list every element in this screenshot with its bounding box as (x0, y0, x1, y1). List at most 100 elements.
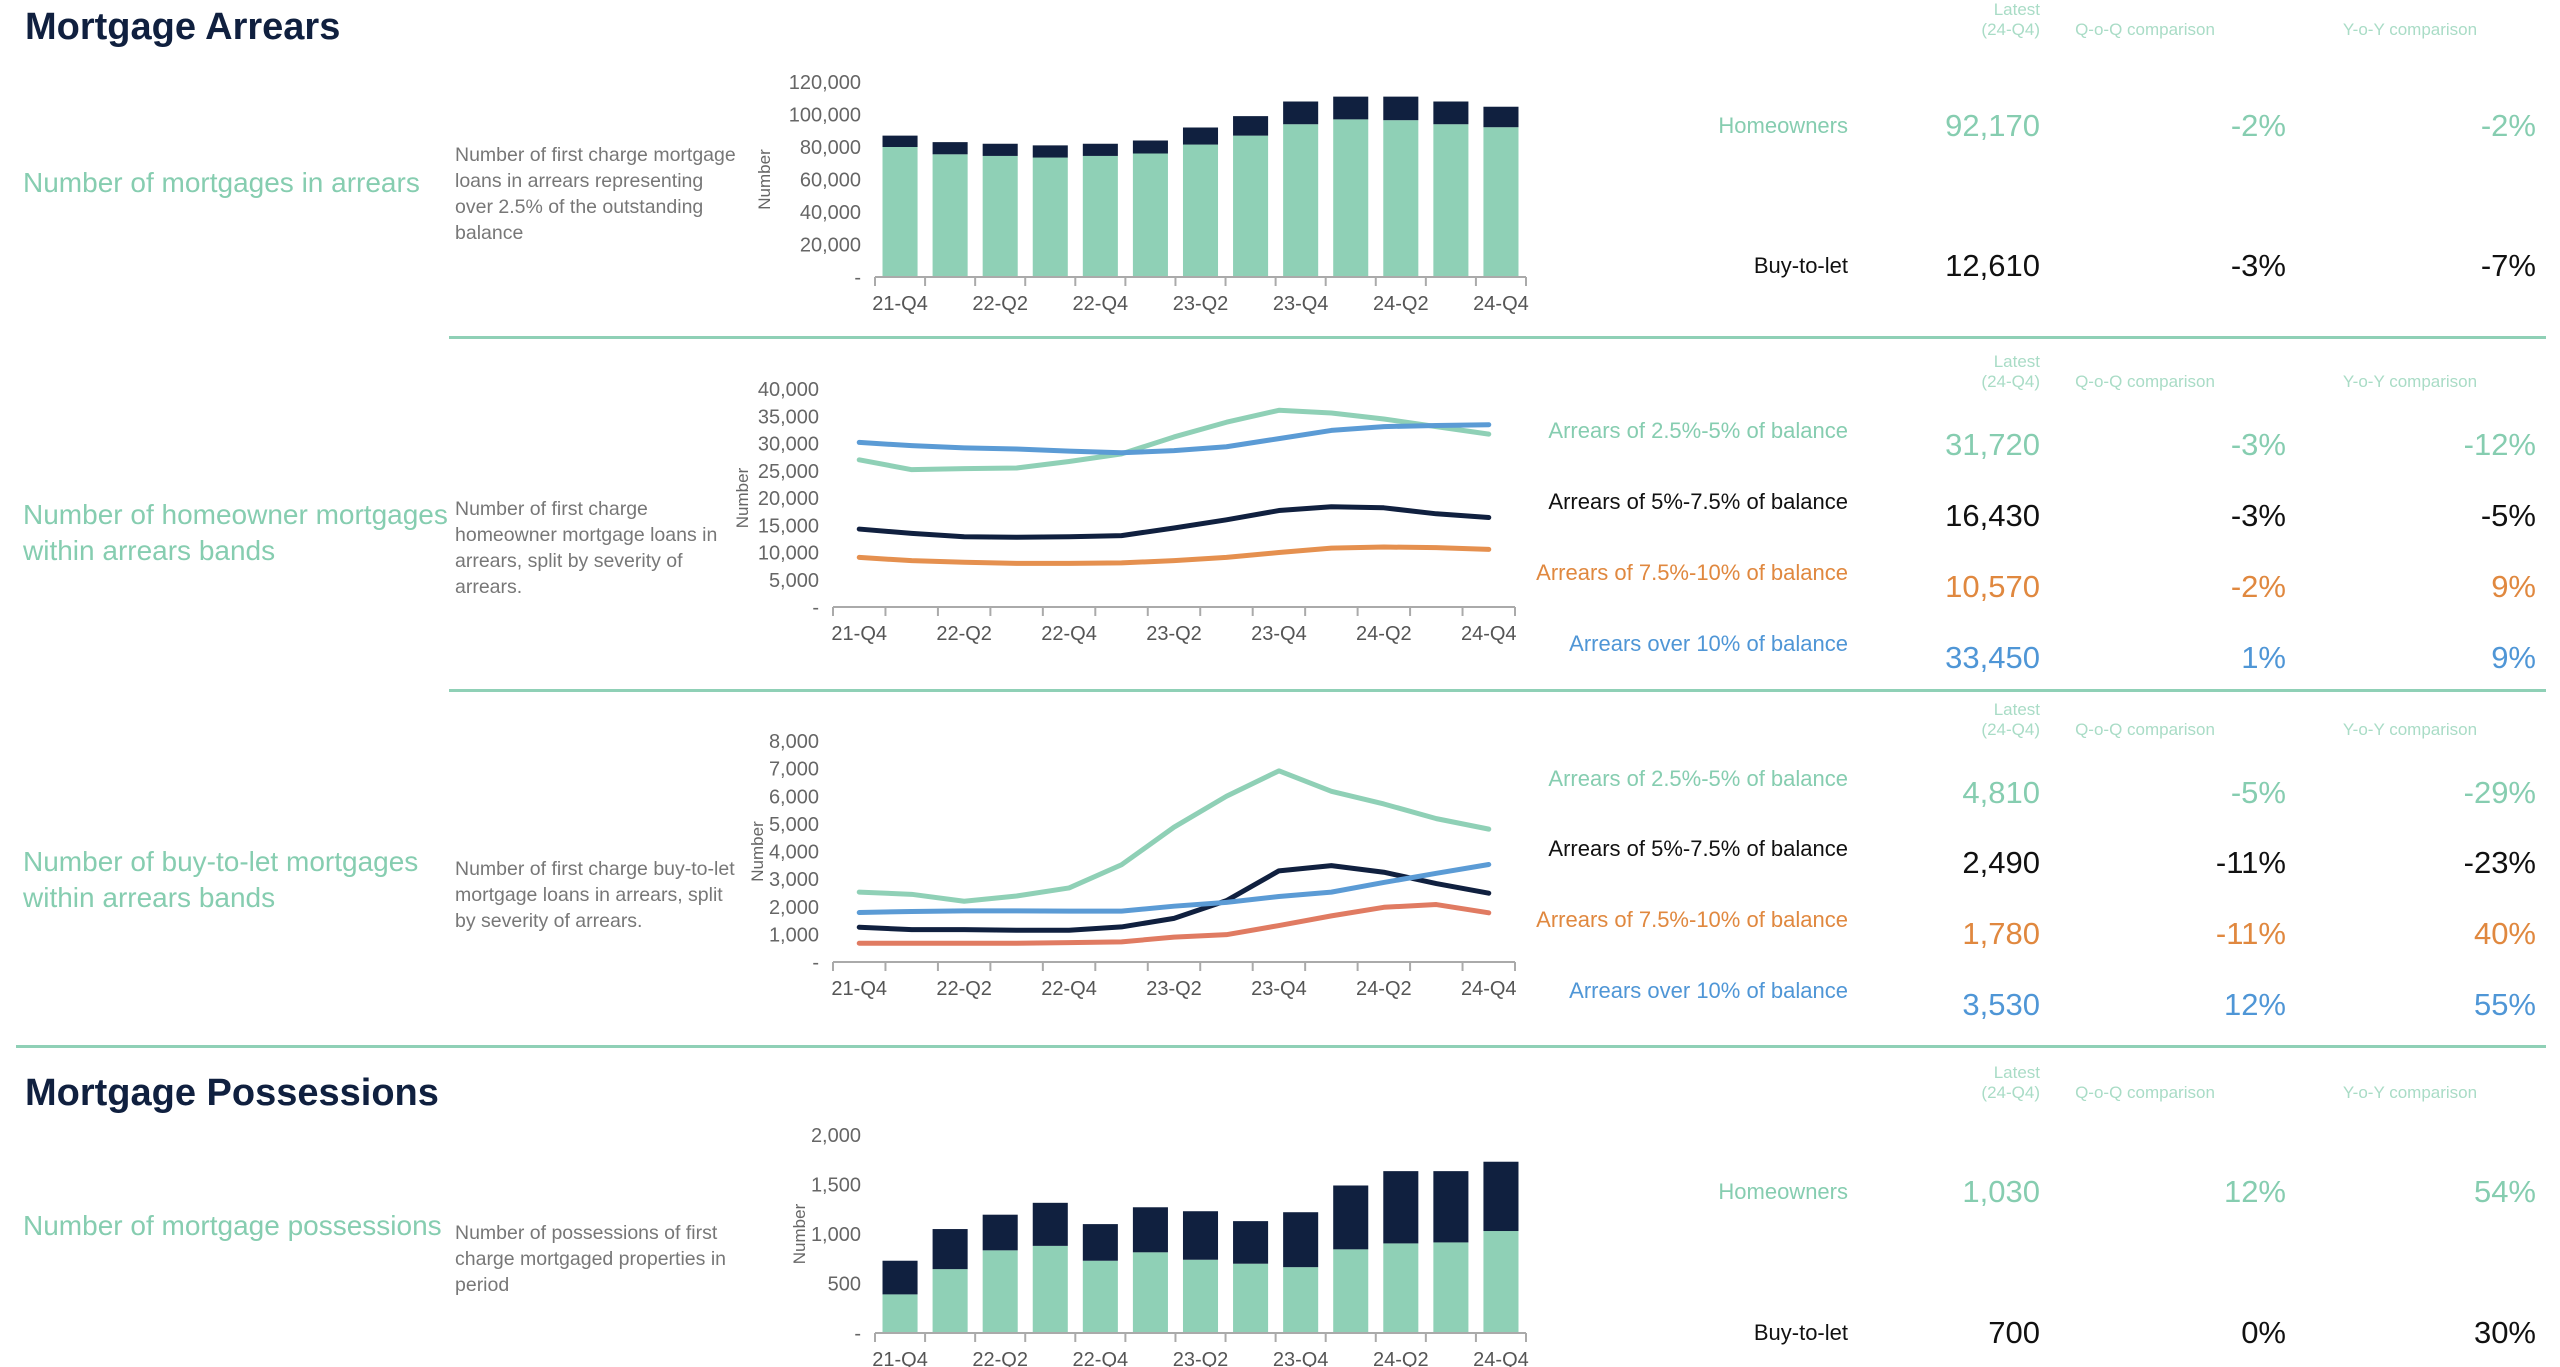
bar-buy-to-let (1333, 1185, 1369, 1250)
y-tick-label: 5,000 (769, 570, 819, 592)
series-line (856, 544, 1492, 566)
yoy-value: -5% (2480, 498, 2536, 533)
row-label: Arrears of 7.5%-10% of balance (1536, 907, 1848, 932)
x-tick-label: 24-Q4 (1473, 293, 1529, 315)
section-label: Number of homeowner mortgages within arr… (23, 499, 448, 566)
y-tick-label: 20,000 (800, 235, 861, 257)
y-tick-label: 60,000 (800, 170, 861, 192)
qoq-value: -3% (2230, 427, 2286, 462)
x-tick-label: 21-Q4 (872, 1349, 928, 1367)
yoy-value: 9% (2491, 569, 2536, 604)
y-tick-label: 8,000 (769, 731, 819, 753)
bar-homeowners (932, 1269, 968, 1333)
y-tick-label: 500 (828, 1274, 861, 1296)
bar-homeowners (1283, 1267, 1319, 1333)
x-tick-label: 21-Q4 (831, 978, 887, 1000)
x-tick-label: 22-Q2 (972, 293, 1028, 315)
bar-buy-to-let (1132, 1207, 1168, 1253)
yoy-value: -12% (2463, 427, 2536, 462)
yoy-value: 54% (2473, 1174, 2536, 1209)
row-label: Arrears over 10% of balance (1569, 978, 1848, 1003)
header-latest: Latest (1993, 1063, 2040, 1082)
latest-value: 10,570 (1945, 569, 2040, 604)
qoq-value: -11% (2215, 916, 2286, 951)
latest-value: 31,720 (1945, 427, 2040, 462)
section-label: Number of buy-to-let mortgages within ar… (23, 846, 419, 913)
y-tick-label: 1,000 (811, 1224, 861, 1246)
y-axis-title: Number (790, 1203, 809, 1264)
y-tick-label: 15,000 (758, 515, 819, 537)
x-tick-label: 22-Q2 (936, 978, 992, 1000)
bar-homeowners (1333, 119, 1369, 277)
section-description: Number of first charge homeowner mortgag… (455, 498, 718, 598)
bar-homeowners (882, 1294, 918, 1333)
y-tick-label: 6,000 (769, 786, 819, 808)
section-divider (449, 689, 2546, 692)
bar-homeowners (1483, 1231, 1519, 1333)
x-tick-label: 21-Q4 (872, 293, 928, 315)
latest-value: 1,030 (1962, 1174, 2040, 1209)
bar-homeowners (982, 155, 1018, 277)
header-qoq: Q-o-Q comparison (2075, 20, 2215, 39)
y-axis-title: Number (755, 149, 774, 210)
header-period: (24-Q4) (1981, 20, 2040, 39)
qoq-value: -11% (2215, 845, 2286, 880)
series-line (856, 863, 1492, 933)
bar-buy-to-let (1233, 1221, 1269, 1264)
bar-homeowners (1132, 1252, 1168, 1333)
header-latest: Latest (1993, 352, 2040, 371)
section-divider (449, 336, 2546, 339)
bar-homeowners (1383, 1243, 1419, 1333)
row-label: Arrears of 5%-7.5% of balance (1548, 489, 1848, 514)
x-tick-label: 23-Q2 (1146, 978, 1202, 1000)
x-tick-label: 24-Q4 (1473, 1349, 1529, 1367)
row-label: Homeowners (1718, 1179, 1848, 1204)
x-tick-label: 24-Q2 (1373, 1349, 1429, 1367)
section-description: Number of first charge mortgage loans in… (455, 144, 736, 244)
y-tick-label: 2,000 (769, 897, 819, 919)
yoy-value: 40% (2473, 916, 2536, 951)
bar-buy-to-let (932, 142, 968, 155)
bar-buy-to-let (882, 135, 918, 147)
y-tick-label: 4,000 (769, 842, 819, 864)
x-tick-label: 24-Q2 (1373, 293, 1429, 315)
latest-value: 12,610 (1945, 248, 2040, 283)
bar-buy-to-let (1433, 101, 1469, 125)
y-tick-label: 1,000 (769, 924, 819, 946)
chart-2: - 5,000 10,000 15,000 20,000 25,000 30,000 35,0… (733, 379, 1517, 645)
y-tick-label: 40,000 (758, 379, 819, 401)
qoq-value: -3% (2230, 498, 2286, 533)
bar-buy-to-let (1283, 1212, 1319, 1268)
section-description: Number of possessions of first charge mo… (455, 1222, 726, 1296)
header-qoq: Q-o-Q comparison (2075, 720, 2215, 739)
y-axis-title: Number (733, 467, 752, 528)
bar-homeowners (882, 147, 918, 277)
y-tick-label: 120,000 (789, 72, 861, 94)
bar-buy-to-let (1182, 127, 1219, 145)
bar-homeowners (1433, 124, 1469, 277)
header-latest: Latest (1993, 700, 2040, 719)
y-tick-label: 5,000 (769, 814, 819, 836)
latest-value: 2,490 (1962, 845, 2040, 880)
bar-buy-to-let (1433, 1171, 1469, 1243)
section-label: Number of mortgage possessions (23, 1210, 442, 1241)
bar-homeowners (1483, 127, 1519, 277)
x-tick-label: 24-Q4 (1461, 623, 1517, 645)
qoq-value: 1% (2241, 640, 2286, 675)
y-tick-label: - (854, 1323, 861, 1345)
row-label: Arrears of 2.5%-5% of balance (1548, 766, 1848, 791)
bar-homeowners (1132, 153, 1168, 277)
row-label: Arrears of 5%-7.5% of balance (1548, 836, 1848, 861)
bar-buy-to-let (1082, 143, 1118, 156)
y-tick-label: - (812, 952, 819, 974)
header-qoq: Q-o-Q comparison (2075, 372, 2215, 391)
x-tick-label: 23-Q2 (1173, 293, 1229, 315)
chart-3: - 1,000 2,000 3,000 4,000 5,000 6,000 7,000 8,00… (748, 731, 1517, 1000)
header-yoy: Y-o-Y comparison (2342, 720, 2478, 739)
bar-buy-to-let (1283, 101, 1319, 125)
yoy-value: -2% (2480, 108, 2536, 143)
bar-homeowners (1082, 1260, 1118, 1333)
y-tick-label: - (854, 267, 861, 289)
yoy-value: 9% (2491, 640, 2536, 675)
header-period: (24-Q4) (1981, 372, 2040, 391)
